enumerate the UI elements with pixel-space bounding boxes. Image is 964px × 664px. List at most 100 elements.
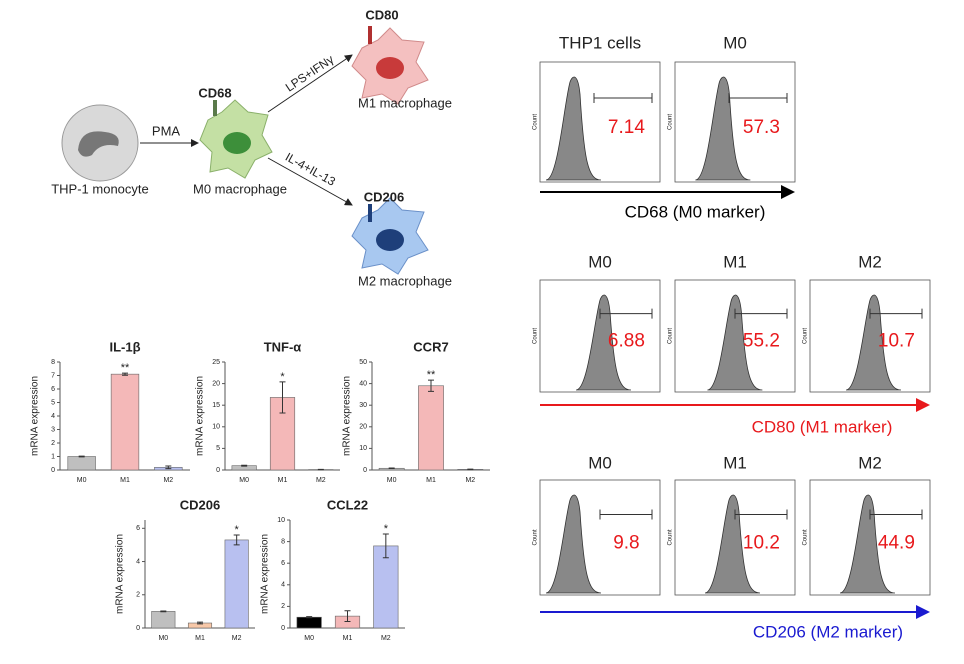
y-tick-label: 6 xyxy=(51,386,55,393)
y-tick-label: 10 xyxy=(277,517,285,524)
error-bar xyxy=(428,379,434,392)
edge-label: PMA xyxy=(152,123,181,138)
count-label: Count xyxy=(668,328,674,344)
y-tick-label: 4 xyxy=(51,413,55,420)
edge-label: IL-4+IL-13 xyxy=(283,150,338,189)
y-tick-label: 2 xyxy=(281,603,285,610)
y-tick-label: 0 xyxy=(51,467,55,474)
percent: 44.9 xyxy=(878,532,915,553)
error-bar xyxy=(279,381,286,414)
y-axis-label: mRNA expression xyxy=(30,376,41,456)
y-tick-label: 0 xyxy=(136,625,140,632)
edge-label: LPS+IFNγ xyxy=(283,52,336,94)
bar xyxy=(296,616,322,629)
y-tick-label: 0 xyxy=(281,625,285,632)
arrow-head xyxy=(916,605,930,619)
x-tick-label: M1 xyxy=(195,635,205,642)
node-label: M0 macrophage xyxy=(193,181,287,196)
error-bar xyxy=(197,621,203,625)
nucleus xyxy=(223,132,251,154)
significance: ** xyxy=(427,369,436,381)
chart-title: CCL22 xyxy=(327,497,368,512)
panel-title: M0 xyxy=(588,252,612,271)
x-tick-label: M0 xyxy=(239,477,249,484)
axis-label: CD80 (M1 marker) xyxy=(752,417,893,436)
error-bar xyxy=(241,464,248,467)
histogram xyxy=(839,494,896,594)
panel-title: M0 xyxy=(723,33,747,52)
x-tick-label: M1 xyxy=(120,477,130,484)
y-tick-label: 3 xyxy=(51,426,55,433)
node-label: M1 macrophage xyxy=(358,95,452,110)
histogram xyxy=(545,494,602,594)
error-bar xyxy=(382,533,389,559)
percent: 10.7 xyxy=(878,331,915,352)
panel-title: M2 xyxy=(858,252,882,271)
x-tick-label: M1 xyxy=(278,477,288,484)
error-bar xyxy=(122,372,128,376)
x-tick-label: M2 xyxy=(163,477,173,484)
significance: * xyxy=(280,371,285,383)
y-tick-label: 50 xyxy=(359,359,367,366)
count-label: Count xyxy=(803,328,809,344)
arrow xyxy=(267,157,353,206)
error-bar xyxy=(306,616,313,619)
y-tick-label: 5 xyxy=(51,399,55,406)
y-tick-label: 4 xyxy=(136,558,140,565)
significance: * xyxy=(235,524,240,536)
percent: 7.14 xyxy=(608,117,645,138)
marker-label: CD206 xyxy=(364,189,404,204)
y-tick-label: 6 xyxy=(136,525,140,532)
arrow-head xyxy=(781,185,795,199)
histogram xyxy=(695,76,751,181)
y-tick-label: 30 xyxy=(359,402,367,409)
axis-label: CD206 (M2 marker) xyxy=(753,622,903,641)
axis-label: CD68 (M0 marker) xyxy=(625,202,766,221)
panel-title: M1 xyxy=(723,453,747,472)
y-tick-label: 10 xyxy=(212,424,220,431)
y-tick-label: 40 xyxy=(359,380,367,387)
y-axis-label: mRNA expression xyxy=(195,376,206,456)
arrow xyxy=(267,54,353,113)
percent: 6.88 xyxy=(608,331,645,352)
bar xyxy=(224,539,249,629)
error-bar xyxy=(233,534,240,546)
diagram: THP-1 monocyte M0 macrophage M1 macropha… xyxy=(51,7,452,288)
x-tick-label: M2 xyxy=(316,477,326,484)
y-tick-label: 20 xyxy=(212,380,220,387)
histogram xyxy=(575,294,632,391)
y-tick-label: 2 xyxy=(136,592,140,599)
y-tick-label: 6 xyxy=(281,560,285,567)
chart-title: TNF-α xyxy=(264,339,302,354)
error-bar xyxy=(344,610,351,623)
receptor xyxy=(368,204,372,222)
panel-title: M0 xyxy=(588,453,612,472)
significance: * xyxy=(384,523,389,535)
percent: 9.8 xyxy=(613,532,639,553)
histogram xyxy=(704,494,761,594)
x-tick-label: M1 xyxy=(343,635,353,642)
y-tick-label: 0 xyxy=(363,467,367,474)
x-tick-label: M0 xyxy=(158,635,168,642)
y-tick-label: 0 xyxy=(216,467,220,474)
count-label: Count xyxy=(533,529,539,545)
y-axis-label: mRNA expression xyxy=(115,534,126,614)
y-tick-label: 1 xyxy=(51,453,55,460)
count-label: Count xyxy=(533,328,539,344)
percent: 57.3 xyxy=(743,117,780,138)
marker-label: CD80 xyxy=(365,7,398,22)
histogram xyxy=(845,294,902,391)
panel-title: M1 xyxy=(723,252,747,271)
node-label: THP-1 monocyte xyxy=(51,181,149,196)
bar xyxy=(110,373,140,471)
y-tick-label: 7 xyxy=(51,372,55,379)
bar xyxy=(151,611,176,629)
y-tick-label: 25 xyxy=(212,359,220,366)
nucleus xyxy=(78,131,119,157)
arrow-head xyxy=(916,398,930,412)
histogram xyxy=(545,76,602,181)
chart-title: CCR7 xyxy=(413,339,448,354)
histogram xyxy=(707,294,763,391)
y-axis-label: mRNA expression xyxy=(342,376,353,456)
count-label: Count xyxy=(803,529,809,545)
